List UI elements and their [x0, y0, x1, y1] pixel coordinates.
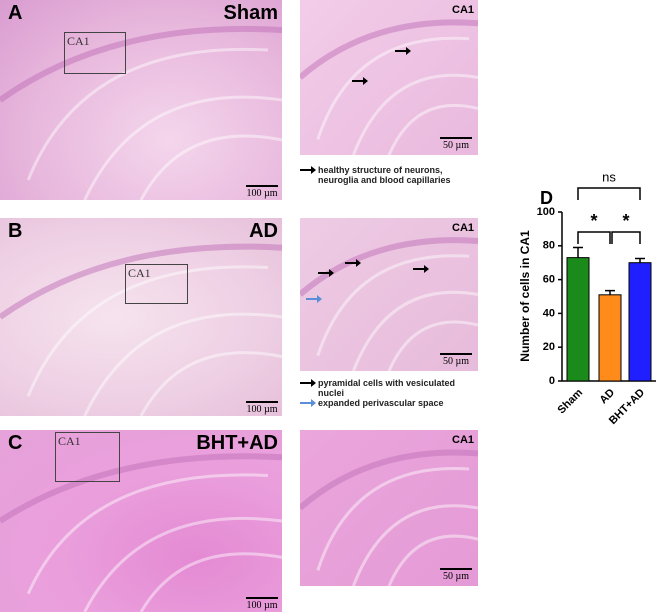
arrow [318, 269, 334, 277]
y-axis-label: Number of cells in CA1 [518, 230, 532, 362]
y-tick-label: 40 [543, 307, 555, 319]
arrow [345, 259, 361, 267]
scale-bar: 100 µm [246, 185, 278, 199]
legend-text: healthy structure of neurons, neuroglia … [318, 165, 451, 185]
panel-letter: A [8, 2, 23, 24]
scale-bar: 50 µm [440, 137, 472, 151]
texture [300, 449, 478, 586]
significance-label: * [622, 211, 629, 231]
condition-label: BHT+AD [196, 432, 278, 454]
x-tick-label: AD [597, 387, 617, 407]
arrow [413, 265, 429, 273]
bar [598, 294, 622, 382]
texture [300, 237, 478, 371]
inset-label: CA1 [452, 434, 475, 446]
inset-label: CA1 [452, 4, 475, 16]
texture [0, 25, 282, 200]
condition-label: AD [249, 220, 278, 242]
significance-bracket [611, 231, 641, 244]
arrow [352, 77, 368, 85]
ca1-box [55, 432, 120, 482]
ca1-box [64, 32, 126, 74]
significance-bracket [577, 187, 641, 200]
ca1-box [125, 264, 188, 304]
panel-letter: C [8, 432, 23, 454]
scale-bar: 50 µm [440, 568, 472, 582]
histology-inset [300, 218, 478, 371]
inset-label: CA1 [452, 222, 475, 234]
x-tick-label: Sham [555, 387, 585, 417]
bar [628, 262, 652, 382]
significance-label: ns [602, 169, 616, 184]
y-tick-label: 100 [537, 206, 555, 218]
error-bar [635, 257, 645, 263]
bar [566, 257, 590, 382]
ca1-box-label: CA1 [58, 434, 81, 448]
histology-image [0, 0, 282, 200]
y-tick-label: 60 [543, 274, 555, 286]
scale-bar: 50 µm [440, 353, 472, 367]
ca1-box-label: CA1 [128, 266, 151, 280]
panel-letter: B [8, 220, 23, 242]
histology-image [0, 218, 282, 416]
scale-bar: 100 µm [246, 401, 278, 415]
condition-label: Sham [223, 2, 278, 24]
texture [0, 243, 282, 416]
arrow [306, 295, 322, 303]
ca1-box-label: CA1 [67, 34, 90, 48]
significance-label: * [590, 211, 597, 231]
arrow [395, 47, 411, 55]
significance-bracket [577, 231, 611, 244]
y-tick-label: 0 [549, 375, 555, 387]
histology-image [0, 430, 282, 612]
legend-arrow [300, 379, 316, 387]
legend-text: expanded perivascular space [318, 398, 444, 408]
error-bar [573, 246, 583, 258]
scale-bar: 100 µm [246, 597, 278, 611]
texture [300, 19, 478, 155]
histology-inset [300, 430, 478, 586]
legend-arrow [300, 399, 316, 407]
legend-arrow [300, 166, 316, 174]
error-bar [605, 289, 615, 295]
legend-text: pyramidal cells with vesiculated nuclei [318, 378, 456, 398]
texture [0, 453, 282, 612]
panel-letter: D [540, 188, 553, 208]
y-tick-label: 80 [543, 240, 555, 252]
y-tick-label: 20 [543, 341, 555, 353]
histology-inset [300, 0, 478, 155]
